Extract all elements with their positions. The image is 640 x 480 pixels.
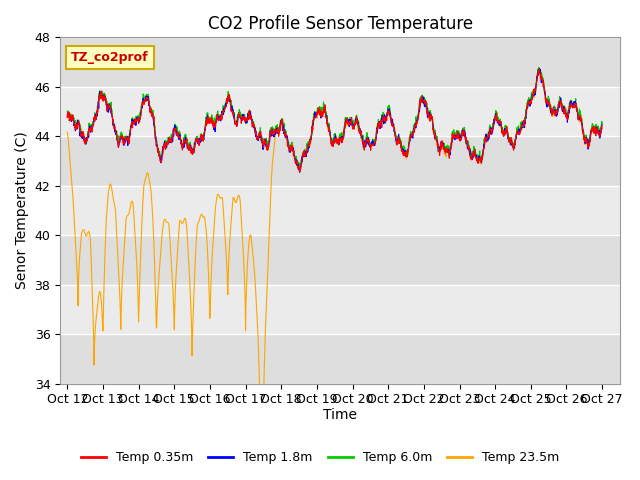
Bar: [60, 37, 620, 87]
Temp 1.8m: [433, 136, 440, 142]
Temp 1.8m: [296, 169, 303, 175]
Temp 6.0m: [159, 144, 167, 150]
Temp 0.35m: [306, 142, 314, 148]
Temp 6.0m: [433, 136, 440, 142]
Bar: [60, 87, 620, 136]
Temp 1.8m: [598, 122, 606, 128]
Text: TZ_co2prof: TZ_co2prof: [71, 51, 149, 64]
Bar: [60, 235, 620, 285]
Line: Temp 23.5m: Temp 23.5m: [67, 69, 602, 408]
Temp 0.35m: [433, 136, 440, 142]
Temp 6.0m: [535, 65, 543, 71]
Bar: [60, 334, 620, 384]
Line: Temp 1.8m: Temp 1.8m: [67, 69, 602, 172]
Temp 23.5m: [598, 124, 606, 130]
Temp 1.8m: [536, 66, 543, 72]
Temp 6.0m: [564, 108, 572, 114]
Bar: [60, 136, 620, 186]
Temp 23.5m: [159, 224, 167, 229]
Temp 23.5m: [564, 111, 572, 117]
Temp 0.35m: [536, 67, 543, 72]
Line: Temp 0.35m: Temp 0.35m: [67, 70, 602, 172]
X-axis label: Time: Time: [323, 408, 357, 422]
Temp 1.8m: [564, 107, 572, 113]
Temp 23.5m: [337, 137, 345, 143]
Temp 1.8m: [63, 114, 71, 120]
Temp 23.5m: [433, 137, 440, 143]
Temp 1.8m: [306, 144, 314, 150]
Temp 6.0m: [306, 138, 314, 144]
Temp 0.35m: [63, 115, 71, 120]
Temp 1.8m: [74, 121, 81, 127]
Temp 23.5m: [306, 141, 314, 147]
Temp 0.35m: [74, 121, 81, 127]
Temp 1.8m: [337, 136, 345, 142]
Y-axis label: Senor Temperature (C): Senor Temperature (C): [15, 132, 29, 289]
Temp 0.35m: [564, 111, 572, 117]
Temp 23.5m: [74, 274, 81, 280]
Temp 6.0m: [74, 118, 81, 124]
Temp 23.5m: [63, 129, 71, 135]
Line: Temp 6.0m: Temp 6.0m: [67, 68, 602, 167]
Bar: [60, 186, 620, 235]
Temp 23.5m: [259, 405, 267, 410]
Temp 0.35m: [159, 151, 167, 157]
Temp 1.8m: [159, 144, 167, 149]
Title: CO2 Profile Sensor Temperature: CO2 Profile Sensor Temperature: [207, 15, 472, 33]
Temp 0.35m: [337, 137, 345, 143]
Temp 0.35m: [296, 169, 303, 175]
Temp 0.35m: [598, 126, 606, 132]
Temp 23.5m: [536, 66, 543, 72]
Temp 6.0m: [63, 108, 71, 114]
Legend: Temp 0.35m, Temp 1.8m, Temp 6.0m, Temp 23.5m: Temp 0.35m, Temp 1.8m, Temp 6.0m, Temp 2…: [76, 446, 564, 469]
Temp 6.0m: [337, 133, 345, 139]
Bar: [60, 285, 620, 334]
Temp 6.0m: [296, 164, 304, 169]
Temp 6.0m: [598, 121, 606, 127]
